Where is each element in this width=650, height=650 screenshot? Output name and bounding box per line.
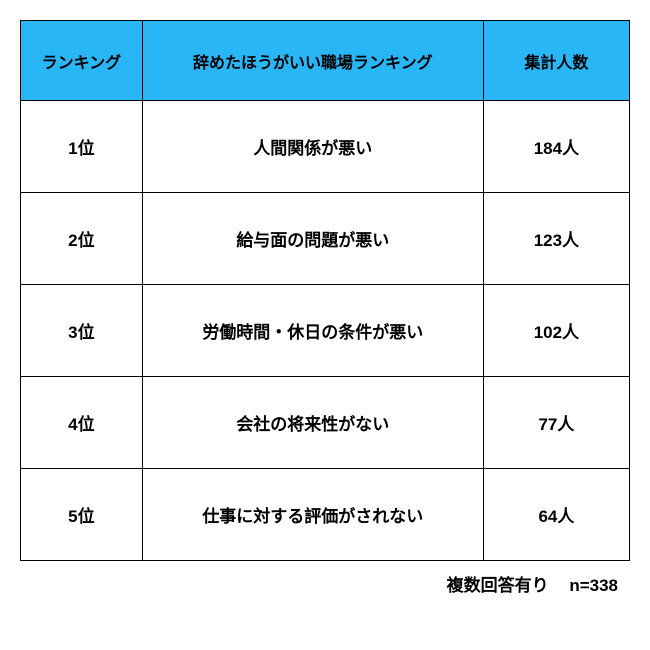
footer-note: 複数回答有り n=338: [20, 571, 630, 596]
cell-description: 人間関係が悪い: [142, 101, 483, 193]
cell-count: 123人: [483, 193, 629, 285]
table-header: ランキング 辞めたほうがいい職場ランキング 集計人数: [21, 21, 630, 101]
table-row: 3位 労働時間・休日の条件が悪い 102人: [21, 285, 630, 377]
cell-count: 102人: [483, 285, 629, 377]
table-row: 5位 仕事に対する評価がされない 64人: [21, 469, 630, 561]
cell-rank: 2位: [21, 193, 143, 285]
table-row: 2位 給与面の問題が悪い 123人: [21, 193, 630, 285]
cell-count: 77人: [483, 377, 629, 469]
cell-rank: 4位: [21, 377, 143, 469]
table-row: 1位 人間関係が悪い 184人: [21, 101, 630, 193]
ranking-table-container: ランキング 辞めたほうがいい職場ランキング 集計人数 1位 人間関係が悪い 18…: [20, 20, 630, 596]
table-row: 4位 会社の将来性がない 77人: [21, 377, 630, 469]
ranking-table: ランキング 辞めたほうがいい職場ランキング 集計人数 1位 人間関係が悪い 18…: [20, 20, 630, 561]
cell-rank: 3位: [21, 285, 143, 377]
cell-rank: 1位: [21, 101, 143, 193]
cell-description: 労働時間・休日の条件が悪い: [142, 285, 483, 377]
footer-sample-size: n=338: [569, 576, 618, 595]
header-count: 集計人数: [483, 21, 629, 101]
cell-count: 184人: [483, 101, 629, 193]
header-rank: ランキング: [21, 21, 143, 101]
cell-description: 仕事に対する評価がされない: [142, 469, 483, 561]
header-description: 辞めたほうがいい職場ランキング: [142, 21, 483, 101]
cell-count: 64人: [483, 469, 629, 561]
cell-rank: 5位: [21, 469, 143, 561]
footer-multiple-answers: 複数回答有り: [447, 576, 549, 595]
cell-description: 給与面の問題が悪い: [142, 193, 483, 285]
table-body: 1位 人間関係が悪い 184人 2位 給与面の問題が悪い 123人 3位 労働時…: [21, 101, 630, 561]
cell-description: 会社の将来性がない: [142, 377, 483, 469]
